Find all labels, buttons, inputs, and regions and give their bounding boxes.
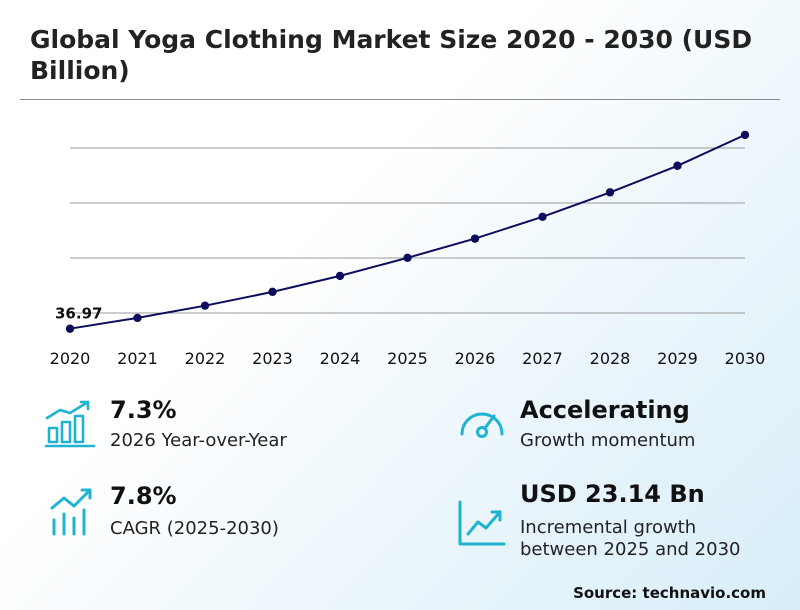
stat-incremental-label-line1: Incremental growth [520, 517, 697, 538]
x-tick-label-2028: 2028 [590, 349, 631, 368]
stat-momentum-label: Growth momentum [520, 430, 696, 451]
x-tick-label-2021: 2021 [117, 349, 158, 368]
data-point-2021 [133, 313, 142, 323]
data-point-2027 [538, 212, 547, 222]
data-point-2024 [335, 271, 345, 281]
data-labels: 36.97 [55, 305, 102, 323]
x-tick-label-2026: 2026 [455, 349, 496, 368]
x-axis-ticks: 2020 2021 2022 2023 2024 2025 2026 2027 2028 2029… [50, 349, 766, 368]
source-credit: Source: technavio.com [573, 584, 766, 602]
data-point-2020 [65, 324, 75, 333]
data-point-2028 [605, 188, 615, 197]
stat-yoy-value: 7.3% [110, 396, 177, 424]
data-point-2023 [268, 287, 277, 297]
stat-cagr-label: CAGR (2025-2030) [110, 518, 279, 539]
x-tick-label-2024: 2024 [320, 349, 361, 368]
stat-cagr-value: 7.8% [110, 482, 177, 510]
stat-incremental-value: USD 23.14 Bn [520, 480, 705, 508]
data-label-2020: 36.97 [55, 305, 102, 323]
stat-yoy-label: 2026 Year-over-Year [110, 430, 287, 451]
line-chart: 2020 2021 2022 2023 2024 2025 2026 2027 2028 2029… [50, 130, 766, 368]
line-growth-icon [458, 500, 506, 546]
stat-incremental-label-line2: between 2025 and 2030 [520, 539, 741, 560]
data-point-2029 [673, 161, 682, 170]
x-tick-label-2020: 2020 [50, 349, 91, 368]
data-point-2026 [470, 234, 480, 243]
bar-growth-icon [44, 400, 96, 448]
x-tick-label-2023: 2023 [252, 349, 293, 368]
chart-title: Global Yoga Clothing Market Size 2020 - … [30, 25, 753, 85]
data-point-2022 [200, 301, 210, 310]
x-tick-label-2022: 2022 [185, 349, 226, 368]
gridlines [70, 147, 745, 314]
data-point-2030 [740, 130, 750, 140]
x-tick-label-2027: 2027 [522, 349, 563, 368]
x-tick-label-2029: 2029 [657, 349, 698, 368]
trend-bars-icon [50, 488, 92, 536]
data-points [65, 130, 750, 333]
x-tick-label-2030: 2030 [725, 349, 766, 368]
x-tick-label-2025: 2025 [387, 349, 428, 368]
gauge-icon [460, 412, 504, 438]
stat-momentum-value: Accelerating [520, 396, 690, 424]
series-line [69, 133, 746, 330]
title-divider [20, 99, 780, 100]
data-point-2025 [403, 253, 412, 262]
